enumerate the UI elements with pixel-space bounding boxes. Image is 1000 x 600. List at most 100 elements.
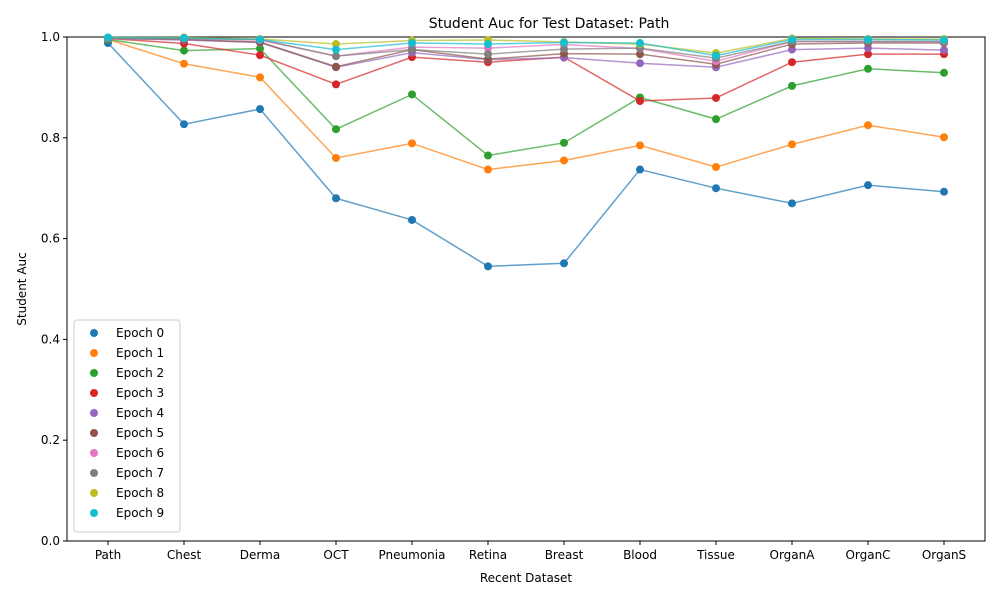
data-point <box>332 52 340 61</box>
legend-label: Epoch 8 <box>116 486 164 500</box>
series-line <box>107 38 945 171</box>
x-tick-label: Chest <box>167 548 202 562</box>
data-point <box>864 64 872 73</box>
data-point <box>864 121 872 130</box>
data-point <box>256 51 264 60</box>
data-point <box>940 187 948 196</box>
legend-marker <box>90 469 98 477</box>
data-point <box>408 90 416 99</box>
data-point <box>788 140 796 149</box>
data-point <box>560 156 568 165</box>
legend-marker <box>90 489 98 497</box>
y-tick-label: 0.6 <box>41 232 60 246</box>
data-point <box>332 125 340 134</box>
legend-label: Epoch 9 <box>116 506 164 520</box>
data-point <box>180 120 188 129</box>
series-line <box>107 37 944 102</box>
legend-marker <box>90 369 98 377</box>
data-point <box>484 50 492 59</box>
series-2 <box>104 35 948 160</box>
series-3 <box>104 34 948 106</box>
series-line <box>107 36 945 57</box>
data-point <box>788 199 796 208</box>
legend-label: Epoch 0 <box>116 326 164 340</box>
data-point <box>180 46 188 55</box>
data-point <box>788 35 796 44</box>
data-point <box>408 139 416 148</box>
data-point <box>484 165 492 174</box>
data-point <box>864 35 872 44</box>
data-point <box>560 138 568 147</box>
data-point <box>940 46 948 55</box>
legend-label: Epoch 5 <box>116 426 164 440</box>
data-point <box>636 97 644 106</box>
x-tick-label: OrganS <box>922 548 966 562</box>
data-point <box>636 39 644 48</box>
data-point <box>560 45 568 54</box>
data-point <box>712 51 720 60</box>
legend-box <box>73 319 181 533</box>
y-tick-label: 0.0 <box>41 534 60 548</box>
series-1 <box>104 35 948 174</box>
data-point <box>636 59 644 68</box>
series-9 <box>104 33 948 60</box>
legend-label: Epoch 7 <box>116 466 164 480</box>
data-point <box>636 50 644 59</box>
series-0 <box>104 39 948 271</box>
y-tick-label: 0.4 <box>41 332 60 346</box>
data-point <box>788 81 796 90</box>
data-point <box>940 133 948 142</box>
data-point <box>788 45 796 54</box>
series-line <box>107 37 944 68</box>
x-tick-label: Blood <box>623 548 657 562</box>
data-point <box>712 163 720 172</box>
y-tick-label: 0.8 <box>41 131 60 145</box>
plot-area <box>66 36 986 542</box>
legend-marker <box>90 389 98 397</box>
data-point <box>636 165 644 174</box>
legend-marker <box>90 329 98 337</box>
y-axis: 0.0 0.2 0.4 0.6 0.8 1.0 <box>41 30 67 548</box>
x-tick-label: OrganC <box>845 548 890 562</box>
data-point <box>180 59 188 68</box>
y-tick-label: 1.0 <box>41 30 60 44</box>
legend-label: Epoch 2 <box>116 366 164 380</box>
legend-label: Epoch 1 <box>116 346 164 360</box>
data-point <box>484 262 492 271</box>
y-tick-label: 0.2 <box>41 433 60 447</box>
data-point <box>180 34 188 43</box>
data-point <box>256 44 264 53</box>
data-point <box>712 184 720 193</box>
data-point <box>712 115 720 124</box>
data-point <box>712 93 720 102</box>
chart-title: Student Auc for Test Dataset: Path <box>429 16 670 32</box>
x-tick-label: Pneumonia <box>379 548 446 562</box>
data-point <box>560 38 568 47</box>
x-axis-label: Recent Dataset <box>480 571 573 585</box>
x-tick-label: Breast <box>545 548 584 562</box>
data-point <box>332 45 340 54</box>
data-point <box>332 80 340 89</box>
legend-marker <box>90 429 98 437</box>
legend-marker <box>90 349 98 357</box>
data-point <box>104 33 112 42</box>
data-point <box>484 151 492 160</box>
data-point <box>636 141 644 150</box>
data-point <box>940 68 948 77</box>
x-tick-label: Retina <box>469 548 507 562</box>
data-point <box>332 62 340 71</box>
legend-label: Epoch 3 <box>116 386 164 400</box>
x-tick-label: Derma <box>240 548 280 562</box>
data-point <box>332 194 340 203</box>
data-point <box>484 40 492 49</box>
data-point <box>408 215 416 224</box>
x-tick-label: Tissue <box>696 548 735 562</box>
legend-label: Epoch 6 <box>116 446 164 460</box>
data-point <box>864 50 872 59</box>
data-point <box>256 73 264 82</box>
legend-marker <box>90 509 98 517</box>
series-layer <box>104 33 948 271</box>
data-point <box>788 58 796 67</box>
data-point <box>560 259 568 268</box>
